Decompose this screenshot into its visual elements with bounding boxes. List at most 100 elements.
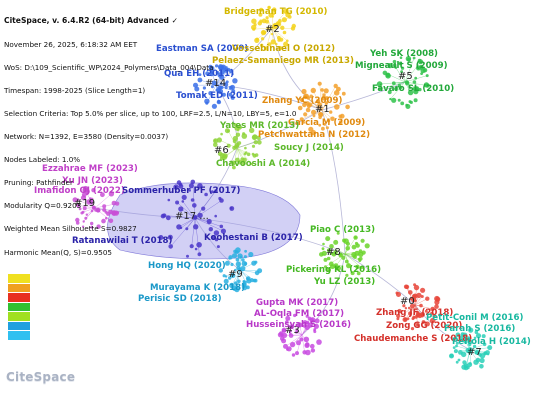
network-node[interactable]: [334, 84, 338, 88]
network-node[interactable]: [391, 98, 396, 103]
node-label[interactable]: Fávaro SL (2010): [372, 84, 454, 94]
cluster-id-label: #7: [467, 347, 482, 358]
network-node[interactable]: [355, 242, 358, 245]
network-node[interactable]: [287, 346, 292, 351]
network-node[interactable]: [449, 354, 454, 359]
node-label[interactable]: Petit-Conil M (2016): [426, 313, 523, 323]
network-node[interactable]: [311, 348, 315, 352]
network-node[interactable]: [333, 240, 338, 245]
app-title: CiteSpace, v. 6.4.R2 (64-bit) Advanced ✓: [4, 17, 296, 25]
network-node[interactable]: [303, 112, 307, 116]
node-label[interactable]: Yu LZ (2013): [313, 277, 375, 287]
network-node[interactable]: [346, 242, 350, 246]
network-node[interactable]: [361, 239, 365, 243]
legend-swatch: [8, 303, 30, 312]
network-node[interactable]: [483, 352, 487, 356]
network-node[interactable]: [301, 89, 306, 94]
network-node[interactable]: [420, 72, 423, 75]
network-node[interactable]: [414, 98, 418, 102]
network-node[interactable]: [311, 88, 316, 93]
node-label[interactable]: Murayama K (2018): [150, 283, 245, 293]
network-node[interactable]: [473, 360, 478, 365]
info-line: WoS: D:\109_Scientific_WP\2024_Polymers\…: [4, 64, 296, 72]
network-node[interactable]: [334, 90, 340, 96]
network-node[interactable]: [298, 106, 303, 111]
network-node[interactable]: [413, 283, 416, 286]
network-node[interactable]: [464, 366, 469, 371]
network-node[interactable]: [383, 71, 388, 76]
cluster-id-label: #0: [400, 296, 415, 307]
network-node[interactable]: [458, 359, 461, 362]
network-node[interactable]: [458, 350, 463, 355]
network-node[interactable]: [398, 99, 401, 102]
network-node[interactable]: [454, 349, 458, 353]
network-node[interactable]: [426, 74, 429, 77]
network-node[interactable]: [479, 364, 484, 369]
network-node[interactable]: [304, 337, 310, 343]
node-label[interactable]: Garcia M (2009): [288, 118, 365, 128]
network-node[interactable]: [345, 105, 350, 110]
legend-swatch: [8, 284, 30, 293]
network-node[interactable]: [345, 246, 350, 251]
legend-swatch: [8, 274, 30, 283]
network-node[interactable]: [322, 247, 325, 250]
network-node[interactable]: [318, 82, 322, 86]
legend-swatch: [8, 312, 30, 321]
node-label[interactable]: Pickering KL (2016): [286, 265, 381, 275]
network-node[interactable]: [324, 88, 329, 93]
cluster-id-label: #8: [326, 247, 341, 258]
network-node[interactable]: [352, 245, 357, 250]
network-node[interactable]: [456, 361, 459, 364]
network-node[interactable]: [254, 279, 258, 283]
network-node[interactable]: [342, 92, 346, 96]
network-node[interactable]: [223, 274, 226, 277]
node-label[interactable]: Migneault S (2009): [355, 61, 448, 71]
network-node[interactable]: [434, 296, 440, 302]
network-node[interactable]: [409, 100, 412, 103]
info-line: Weighted Mean Silhouette S=0.9827: [4, 225, 296, 233]
network-node[interactable]: [281, 338, 286, 343]
network-node[interactable]: [421, 295, 424, 298]
network-node[interactable]: [310, 344, 315, 349]
node-label[interactable]: Farah S (2016): [444, 324, 515, 334]
network-node[interactable]: [362, 251, 366, 255]
info-line: Pruning: Pathfinder: [4, 179, 296, 187]
network-node[interactable]: [320, 88, 324, 92]
network-node[interactable]: [296, 340, 301, 345]
network-node[interactable]: [365, 243, 370, 248]
network-node[interactable]: [420, 288, 425, 293]
network-node[interactable]: [324, 258, 328, 262]
node-label[interactable]: Piao C (2013): [310, 225, 375, 235]
node-label[interactable]: Perisic SD (2018): [138, 294, 222, 304]
node-label[interactable]: AL-Oqla FM (2017): [254, 309, 344, 319]
network-node[interactable]: [480, 358, 485, 363]
info-line: Timespan: 1998-2025 (Slice Length=1): [4, 87, 296, 95]
node-label[interactable]: Yeh SK (2008): [369, 49, 438, 59]
node-label[interactable]: Peltola H (2014): [452, 337, 531, 347]
network-node[interactable]: [425, 297, 429, 301]
network-node[interactable]: [322, 243, 325, 246]
node-label[interactable]: Gupta MK (2017): [256, 298, 338, 308]
network-node[interactable]: [405, 285, 409, 289]
cluster-id-label: #5: [398, 71, 413, 82]
info-line: Harmonic Mean(Q, S)=0.9505: [4, 249, 296, 257]
network-node[interactable]: [319, 252, 324, 257]
network-node[interactable]: [306, 108, 311, 113]
node-label[interactable]: Husseinsyah S (2016): [246, 320, 351, 330]
network-node[interactable]: [255, 271, 260, 276]
network-node[interactable]: [359, 257, 363, 261]
network-node[interactable]: [400, 102, 404, 106]
network-node[interactable]: [316, 339, 322, 345]
network-node[interactable]: [405, 104, 410, 109]
network-node[interactable]: [250, 278, 254, 282]
network-node[interactable]: [292, 353, 295, 356]
citespace-logo: CiteSpace: [6, 370, 75, 384]
network-node[interactable]: [462, 360, 466, 364]
info-line: Modularity Q=0.9203: [4, 202, 296, 210]
network-node[interactable]: [305, 350, 311, 356]
network-node[interactable]: [295, 351, 299, 355]
network-node[interactable]: [351, 252, 356, 257]
network-node[interactable]: [325, 236, 330, 241]
network-node[interactable]: [246, 277, 248, 279]
network-node[interactable]: [354, 236, 356, 238]
